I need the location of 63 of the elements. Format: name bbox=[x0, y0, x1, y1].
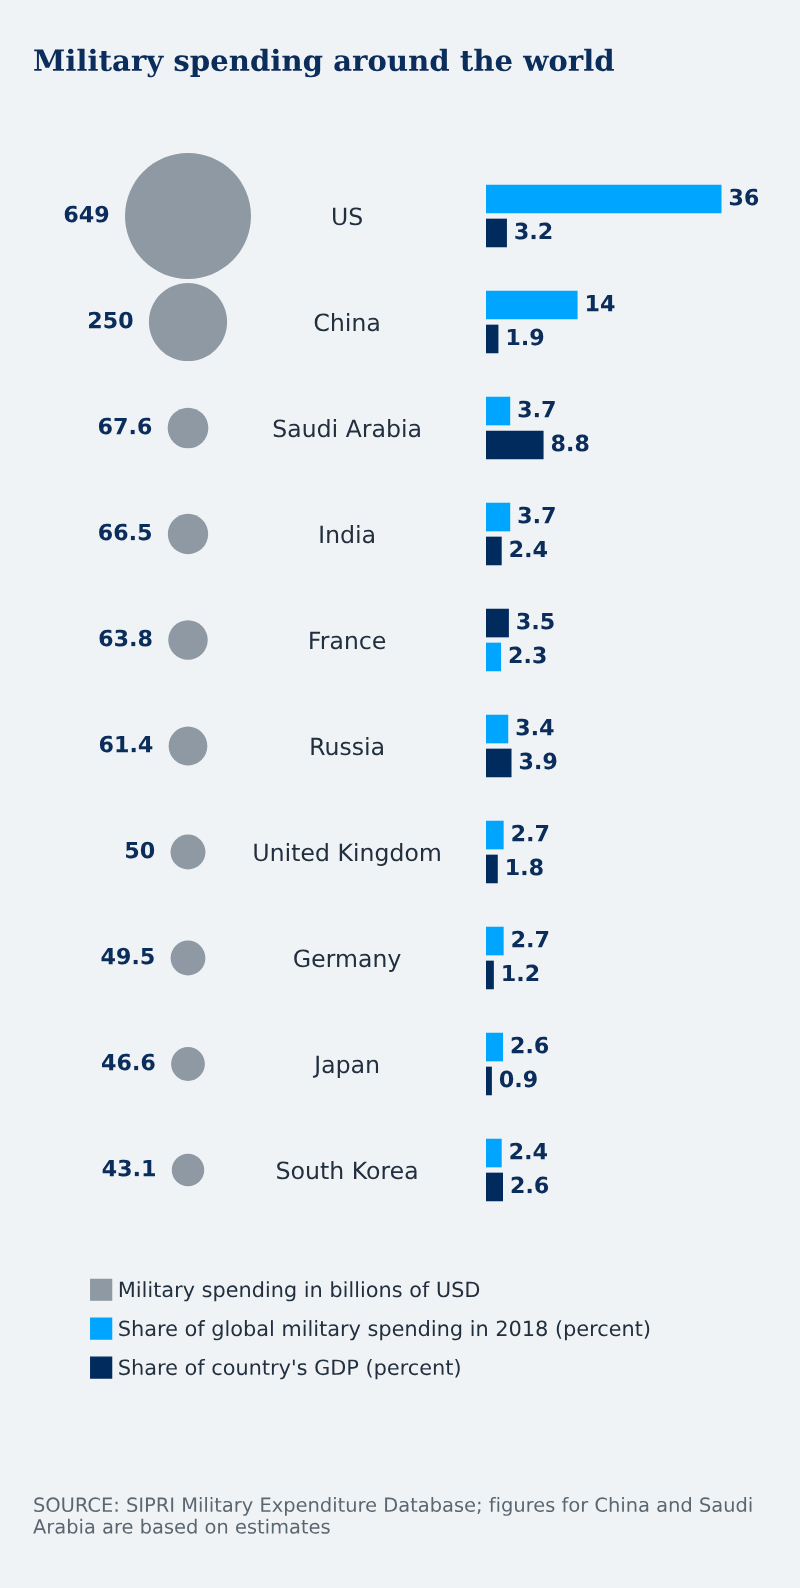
data-label: 1.8 bbox=[507, 858, 543, 876]
bar bbox=[486, 714, 509, 744]
data-label: 61.4 bbox=[99, 735, 153, 753]
text: Military spending around the world bbox=[34, 48, 614, 78]
bar bbox=[486, 1172, 504, 1202]
data-label: 66.5 bbox=[99, 523, 152, 541]
bar bbox=[486, 184, 722, 214]
y-tick-label: Japan bbox=[312, 1055, 379, 1078]
data-label: 3.4 bbox=[516, 718, 554, 736]
data-label: 649 bbox=[64, 205, 109, 223]
data-label: 3.7 bbox=[518, 506, 555, 524]
y-tick-label: US bbox=[333, 207, 362, 226]
data-label: 1.2 bbox=[503, 964, 539, 982]
legend-label: Military spending in billions of USD bbox=[119, 1281, 480, 1302]
bar bbox=[486, 854, 498, 884]
bar bbox=[486, 748, 512, 778]
data-label: 43.1 bbox=[102, 1159, 155, 1177]
data-label: 67.6 bbox=[98, 417, 152, 435]
data-label: 2.4 bbox=[510, 540, 547, 558]
data-label: 2.3 bbox=[509, 646, 546, 664]
bar bbox=[486, 290, 578, 320]
data-label: 8.8 bbox=[551, 434, 589, 452]
bar bbox=[486, 1032, 504, 1062]
y-tick-label: South Korea bbox=[277, 1161, 417, 1180]
data-label: 49.5 bbox=[101, 947, 154, 965]
y-tick-label: Saudi Arabia bbox=[273, 419, 420, 438]
y-tick-label: Germany bbox=[294, 949, 401, 972]
data-label: 14 bbox=[587, 294, 615, 312]
bar bbox=[486, 430, 544, 460]
bar bbox=[486, 324, 499, 354]
data-label: 46.6 bbox=[102, 1053, 155, 1071]
bar bbox=[486, 820, 504, 850]
data-label: 3.5 bbox=[517, 612, 554, 630]
data-label: 2.7 bbox=[512, 930, 549, 948]
bar bbox=[486, 396, 511, 426]
data-label: 3.2 bbox=[515, 222, 552, 240]
bar bbox=[486, 1066, 492, 1096]
data-label: 0.9 bbox=[499, 1070, 537, 1088]
data-label: 3.9 bbox=[519, 752, 557, 770]
bar bbox=[486, 1138, 502, 1168]
source-note: SOURCE: SIPRI Military Expenditure Database; figures for China and Saudi Arabia are based on estimates bbox=[33, 1497, 752, 1534]
y-tick-label: India bbox=[320, 525, 374, 544]
data-label: 1.9 bbox=[507, 328, 544, 346]
data-label: 36 bbox=[729, 188, 759, 206]
data-label: 2.6 bbox=[511, 1036, 549, 1054]
legend-label: Share of country's GDP (percent) bbox=[119, 1359, 460, 1380]
bar bbox=[486, 502, 511, 532]
data-label: 50 bbox=[126, 841, 155, 859]
data-label: 63.8 bbox=[99, 629, 152, 647]
data-label: 2.4 bbox=[510, 1142, 547, 1160]
data-label: 2.6 bbox=[511, 1176, 549, 1194]
y-tick-label: United Kingdom bbox=[254, 843, 440, 866]
y-tick-label: China bbox=[314, 313, 379, 332]
data-label: 250 bbox=[88, 311, 133, 329]
bar bbox=[486, 218, 507, 248]
y-tick-label: France bbox=[310, 631, 386, 650]
y-tick-label: Russia bbox=[311, 737, 383, 756]
bar bbox=[486, 926, 504, 956]
data-label: 2.7 bbox=[512, 824, 549, 842]
data-label: 3.7 bbox=[518, 400, 555, 418]
bar bbox=[486, 536, 502, 566]
bar bbox=[486, 960, 494, 990]
legend-label: Share of global military spending in 2018 (percent) bbox=[119, 1320, 650, 1341]
